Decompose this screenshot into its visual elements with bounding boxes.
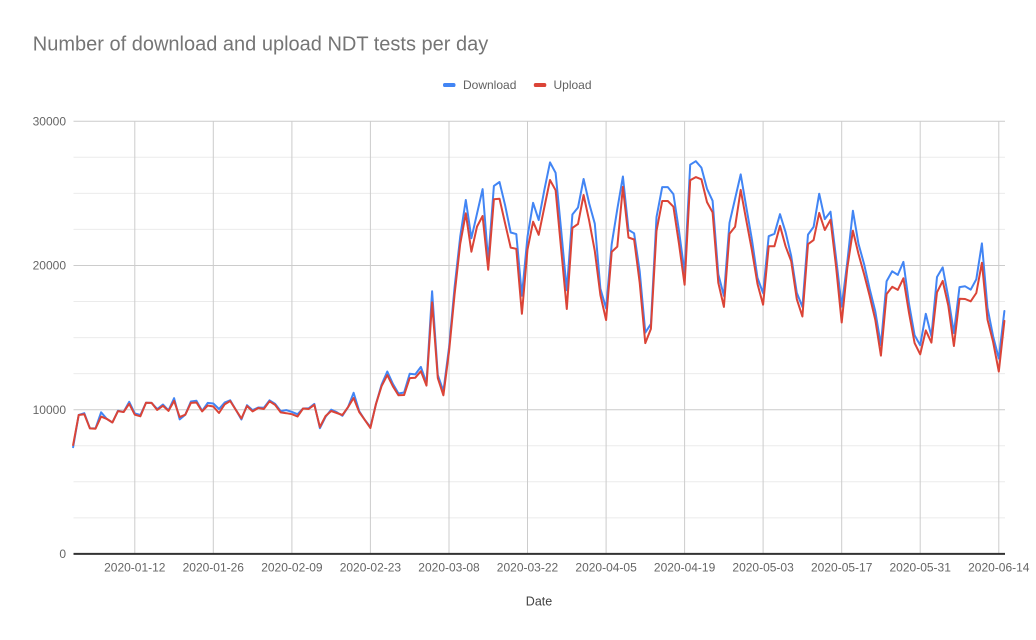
svg-text:Date: Date xyxy=(526,594,552,608)
svg-text:2020-06-14: 2020-06-14 xyxy=(968,561,1030,575)
svg-text:2020-01-12: 2020-01-12 xyxy=(104,561,166,575)
svg-text:2020-05-31: 2020-05-31 xyxy=(890,561,952,575)
svg-text:Number of download and upload: Number of download and upload NDT tests … xyxy=(33,34,488,56)
svg-text:20000: 20000 xyxy=(33,259,67,273)
svg-text:2020-02-09: 2020-02-09 xyxy=(261,561,323,575)
svg-text:Download: Download xyxy=(463,78,516,92)
svg-text:2020-05-17: 2020-05-17 xyxy=(811,561,873,575)
svg-text:0: 0 xyxy=(59,547,66,561)
svg-text:2020-04-05: 2020-04-05 xyxy=(575,561,637,575)
svg-text:10000: 10000 xyxy=(33,403,67,417)
svg-text:30000: 30000 xyxy=(33,115,67,129)
svg-text:Upload: Upload xyxy=(554,78,592,92)
svg-text:2020-02-23: 2020-02-23 xyxy=(340,561,402,575)
svg-text:2020-04-19: 2020-04-19 xyxy=(654,561,716,575)
svg-text:2020-03-22: 2020-03-22 xyxy=(497,561,559,575)
svg-text:2020-05-03: 2020-05-03 xyxy=(732,561,794,575)
svg-text:2020-03-08: 2020-03-08 xyxy=(418,561,480,575)
svg-text:2020-01-26: 2020-01-26 xyxy=(183,561,245,575)
